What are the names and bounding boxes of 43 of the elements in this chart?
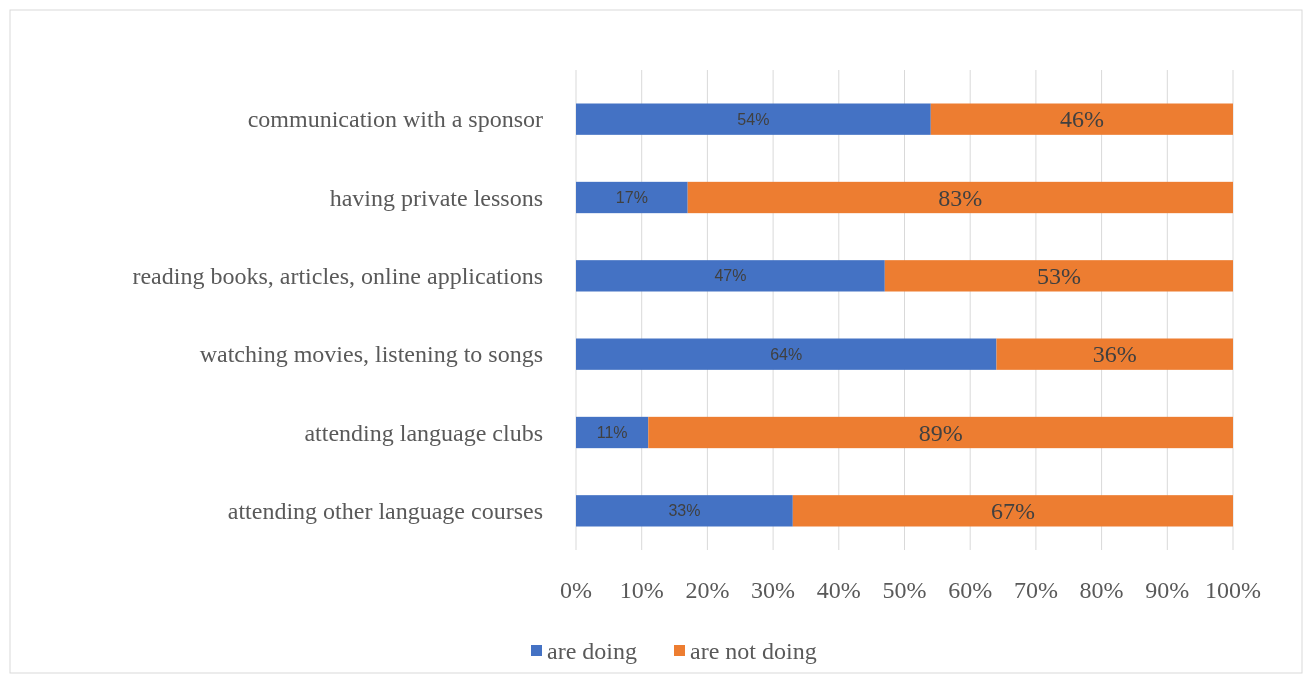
y-tick-label: attending language clubs xyxy=(304,419,543,446)
data-label: 17% xyxy=(615,189,648,206)
bar xyxy=(930,103,1233,135)
x-tick-label: 0% xyxy=(560,577,592,603)
data-label: 54% xyxy=(737,110,770,128)
bar xyxy=(576,416,649,449)
bar xyxy=(576,338,997,370)
data-label: 33% xyxy=(668,502,701,520)
x-tick-label: 80% xyxy=(1079,577,1124,603)
x-tick-label: 20% xyxy=(685,577,730,603)
x-tick-label: 50% xyxy=(882,577,927,603)
x-tick-label: 70% xyxy=(1013,577,1058,603)
bar xyxy=(576,260,885,292)
x-tick-label: 10% xyxy=(619,577,664,603)
bar xyxy=(648,416,1233,449)
data-label: 53% xyxy=(1036,262,1081,289)
bar xyxy=(687,181,1233,214)
x-tick-label: 60% xyxy=(948,577,993,603)
bar xyxy=(576,181,688,214)
bar xyxy=(576,103,931,135)
y-tick-label: watching movies, listening to songs xyxy=(199,341,543,368)
legend-label: are not doing xyxy=(690,637,817,664)
x-tick-label: 40% xyxy=(816,577,861,603)
y-tick-label: communication with a sponsor xyxy=(247,106,543,133)
x-tick-label: 30% xyxy=(751,577,796,603)
y-tick-label: having private lessons xyxy=(329,184,543,211)
legend-label: are doing xyxy=(547,637,637,664)
data-label: 89% xyxy=(918,419,963,446)
data-label: 11% xyxy=(596,424,628,441)
data-label: 46% xyxy=(1059,106,1104,133)
data-label: 83% xyxy=(938,184,983,211)
y-tick-label: reading books, articles, online applications xyxy=(132,262,543,289)
bar xyxy=(576,495,793,527)
data-label: 47% xyxy=(714,267,747,285)
data-label: 64% xyxy=(770,345,803,363)
data-label: 67% xyxy=(990,497,1035,524)
bar xyxy=(792,495,1233,527)
bar xyxy=(996,338,1233,370)
data-label: 36% xyxy=(1092,341,1137,368)
x-tick-label: 100% xyxy=(1205,577,1261,603)
y-tick-label: attending other language courses xyxy=(227,497,543,524)
x-tick-label: 90% xyxy=(1145,577,1190,603)
bar xyxy=(884,260,1233,292)
